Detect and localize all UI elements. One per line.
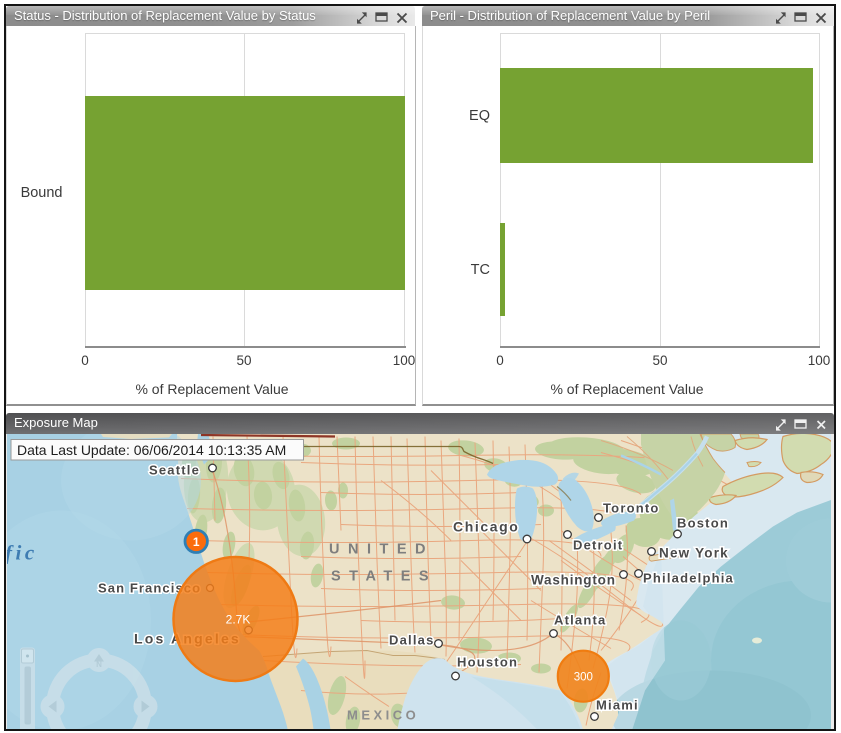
svg-text:Philadelphia: Philadelphia xyxy=(643,570,734,585)
svg-text:MEXICO: MEXICO xyxy=(347,707,419,722)
svg-text:Seattle: Seattle xyxy=(149,462,200,477)
svg-text:STATES: STATES xyxy=(331,568,437,584)
svg-text:Data Last Update: 06/06/2014 1: Data Last Update: 06/06/2014 10:13:35 AM xyxy=(17,442,286,458)
svg-text:2.7K: 2.7K xyxy=(226,612,251,626)
svg-text:Detroit: Detroit xyxy=(573,537,623,552)
svg-text:N: N xyxy=(96,660,102,669)
svg-text:Dallas: Dallas xyxy=(389,632,435,647)
svg-text:UNITED: UNITED xyxy=(329,541,434,557)
svg-text:Chicago: Chicago xyxy=(453,518,519,534)
svg-text:fic: fic xyxy=(7,540,38,564)
svg-text:Atlanta: Atlanta xyxy=(554,612,606,627)
svg-text:Houston: Houston xyxy=(457,654,518,669)
svg-text:Boston: Boston xyxy=(677,515,729,530)
svg-text:Toronto: Toronto xyxy=(603,500,660,515)
svg-text:Miami: Miami xyxy=(596,697,639,712)
svg-text:Washington: Washington xyxy=(531,572,616,587)
svg-text:1: 1 xyxy=(193,535,200,549)
svg-text:San Francisco: San Francisco xyxy=(98,580,201,595)
svg-text:New York: New York xyxy=(659,545,729,560)
svg-text:300: 300 xyxy=(574,671,593,683)
